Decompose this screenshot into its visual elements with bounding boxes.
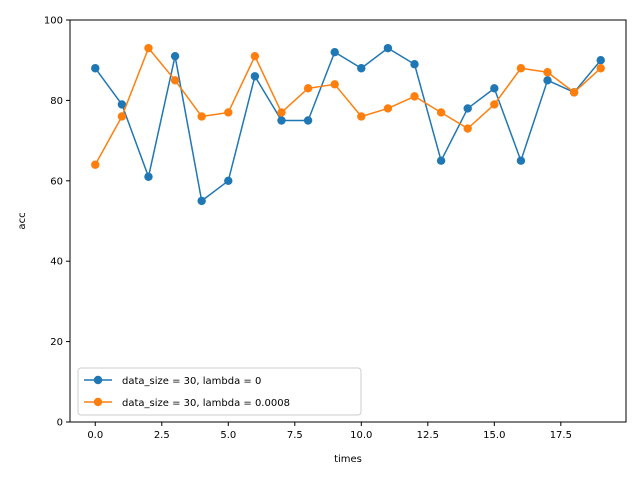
y-tick-label: 100 [44,16,63,27]
data-point [224,108,233,117]
data-point [490,100,499,109]
data-point [144,43,153,53]
data-point [436,108,446,117]
x-tick-label: 17.5 [550,430,572,441]
data-point [303,84,313,93]
plot-area [70,20,626,422]
x-tick-label: 10.0 [350,430,372,441]
legend-item: data_size = 30, lambda = 0 [84,375,261,387]
x-tick-label: 12.5 [417,430,439,441]
x-tick-label: 5.0 [220,430,236,441]
x-tick-label: 2.5 [154,430,170,441]
data-point [569,88,579,97]
data-point [224,176,233,185]
legend-label: data_size = 30, lambda = 0.0008 [122,398,290,409]
data-point [436,156,446,165]
legend-marker [93,397,103,407]
data-point [383,104,393,113]
x-axis-label: times [334,454,362,465]
legend-box [77,367,362,416]
data-point [463,104,472,113]
series-line [94,47,602,166]
y-axis-label: acc [17,212,28,229]
x-tick-label: 0.0 [87,430,103,441]
y-tick-label: 60 [50,176,63,187]
data-point [516,156,526,165]
data-point [303,116,313,125]
data-point [250,51,260,61]
legend-item: data_size = 30, lambda = 0.0008 [84,397,290,409]
data-point [330,80,339,89]
data-point [543,76,552,85]
data-point [596,64,605,73]
data-point [117,100,127,109]
x-tick-label: 7.5 [287,430,303,441]
legend-label: data_size = 30, lambda = 0 [122,376,261,387]
data-point [277,116,286,125]
data-point [463,124,472,133]
data-point [516,64,526,73]
data-point [117,112,127,121]
series-2 [91,43,605,169]
data-point [410,60,419,69]
series-line [94,47,602,202]
data-point [91,64,100,73]
data-point [410,92,419,101]
series-layer [91,43,605,206]
data-point [383,43,393,53]
data-point [144,172,153,181]
series-1 [91,43,605,206]
data-point [170,76,180,85]
legend-marker [93,375,103,385]
data-point [170,51,180,61]
data-point [543,68,552,77]
axes-frame [69,19,627,423]
data-point [596,56,605,65]
y-tick-label: 80 [50,96,63,107]
data-point [277,108,286,117]
legend: data_size = 30, lambda = 0 data_size = 30… [77,367,362,416]
x-tick-label: 15.0 [483,430,505,441]
data-point [490,84,499,93]
data-point [330,47,339,57]
data-point [357,112,366,121]
data-point [357,64,366,73]
y-tick-label: 0 [57,418,63,429]
data-point [197,196,206,206]
data-point [250,72,260,81]
y-tick-label: 40 [50,257,63,268]
y-tick-label: 20 [50,337,63,348]
data-point [91,160,100,169]
axes-layer: 0.0 2.5 5.0 7.5 10.0 12.5 15.0 17.5 0 20 40 60 80 100 [44,16,627,441]
data-point [197,112,206,121]
